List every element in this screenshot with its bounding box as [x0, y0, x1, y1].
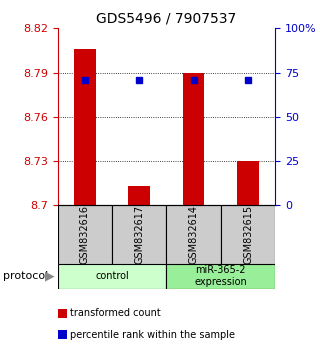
Text: miR-365-2
expression: miR-365-2 expression — [195, 265, 247, 287]
Bar — [74, 49, 96, 205]
Text: percentile rank within the sample: percentile rank within the sample — [70, 330, 235, 339]
Text: GSM832617: GSM832617 — [134, 205, 144, 264]
Bar — [112, 205, 166, 264]
Text: GSM832614: GSM832614 — [188, 205, 199, 264]
Text: ▶: ▶ — [45, 270, 54, 282]
Bar — [166, 205, 221, 264]
Bar — [58, 264, 166, 289]
Title: GDS5496 / 7907537: GDS5496 / 7907537 — [96, 12, 236, 26]
Text: protocol: protocol — [3, 271, 48, 281]
Bar — [183, 73, 204, 205]
Bar — [221, 205, 275, 264]
Bar — [58, 205, 112, 264]
Bar — [128, 186, 150, 205]
Bar — [166, 264, 275, 289]
Text: GSM832616: GSM832616 — [80, 205, 90, 264]
Text: GSM832615: GSM832615 — [243, 205, 253, 264]
Text: transformed count: transformed count — [70, 308, 161, 318]
Bar — [237, 161, 259, 205]
Text: control: control — [95, 271, 129, 281]
